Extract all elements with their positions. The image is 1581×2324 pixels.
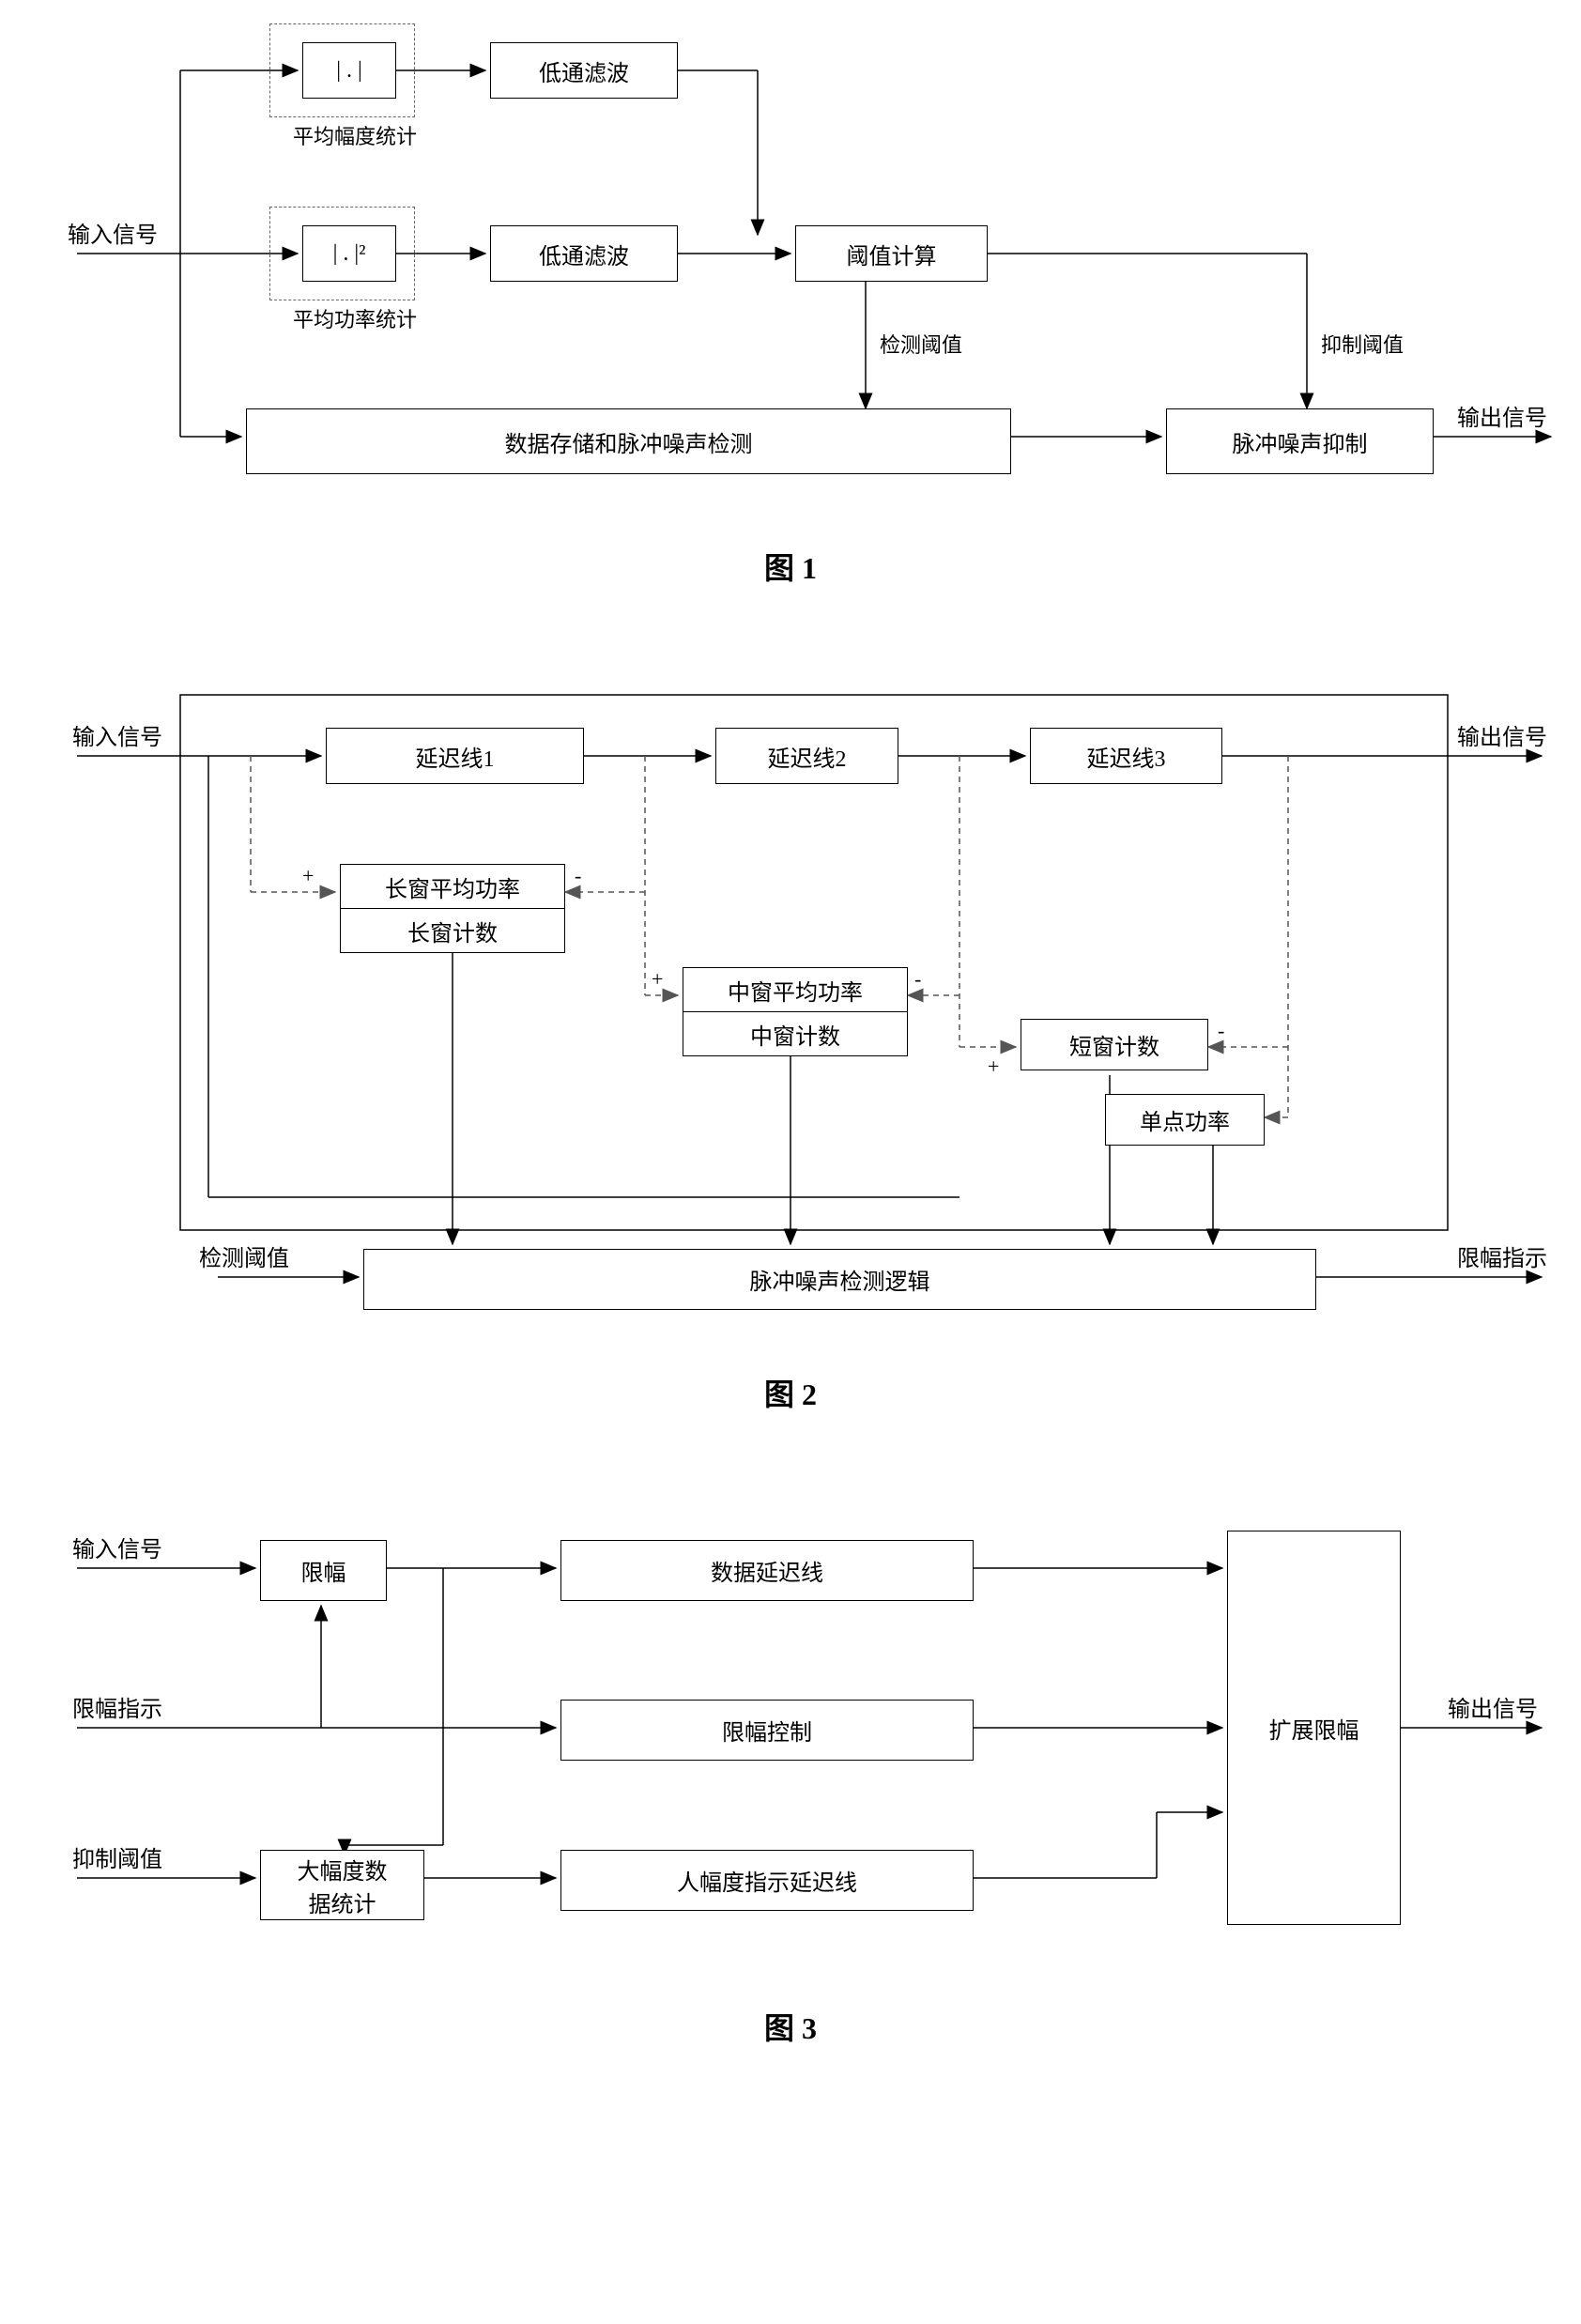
abs-caption: 平均幅度统计 <box>293 120 417 150</box>
detect-threshold-label: 检测阈值 <box>880 329 962 359</box>
suppress-threshold-label: 抑制阈值 <box>1321 329 1404 359</box>
lpf2-box: 低通滤波 <box>490 225 678 282</box>
fig3-caption: 图 3 <box>21 2005 1560 2048</box>
minus2: - <box>914 967 921 992</box>
single-power-box: 单点功率 <box>1105 1094 1265 1146</box>
figure-3: 输入信号 限幅 数据延迟线 限幅指示 限幅控制 抑制阈值 大幅度数 据统计 人幅… <box>21 1502 1560 2028</box>
large-amp-stat-box: 大幅度数 据统计 <box>260 1850 424 1920</box>
mid-avg: 中窗平均功率 <box>683 968 907 1012</box>
input-label: 输入信号 <box>68 216 158 249</box>
data-delay-box: 数据延迟线 <box>560 1540 974 1601</box>
amp-indicator-delay-box: 人幅度指示延迟线 <box>560 1850 974 1911</box>
limiter-box: 限幅 <box>260 1540 387 1601</box>
minus3: - <box>1218 1019 1224 1043</box>
delay3-box: 延迟线3 <box>1030 728 1222 784</box>
output-label: 输出信号 <box>1457 399 1547 432</box>
limit-control-box: 限幅控制 <box>560 1700 974 1761</box>
detect-logic-box: 脉冲噪声检测逻辑 <box>363 1249 1316 1310</box>
short-count-box: 短窗计数 <box>1021 1019 1208 1070</box>
fig2-input-label: 输入信号 <box>72 718 162 751</box>
plus2: + <box>652 967 663 992</box>
power-caption: 平均功率统计 <box>293 303 417 333</box>
data-store-box: 数据存储和脉冲噪声检测 <box>246 408 1011 474</box>
fig2-output-label: 输出信号 <box>1457 718 1547 751</box>
limit-indicator-label: 限幅指示 <box>72 1690 162 1723</box>
fig3-output: 输出信号 <box>1448 1690 1538 1723</box>
fig2-caption: 图 2 <box>21 1371 1560 1414</box>
abs-box: | . | <box>302 42 396 99</box>
mid-count: 中窗计数 <box>683 1012 907 1055</box>
long-avg: 长窗平均功率 <box>341 865 564 909</box>
threshold-calc-box: 阈值计算 <box>795 225 988 282</box>
figure-2: 输入信号 延迟线1 延迟线2 延迟线3 输出信号 长窗平均功率 长窗计数 + -… <box>21 676 1560 1390</box>
pulse-supp-box: 脉冲噪声抑制 <box>1166 408 1434 474</box>
suppress-threshold-label: 抑制阈值 <box>72 1840 162 1873</box>
long-count: 长窗计数 <box>341 909 564 952</box>
delay2-box: 延迟线2 <box>715 728 898 784</box>
fig1-caption: 图 1 <box>21 545 1560 588</box>
lpf1-box: 低通滤波 <box>490 42 678 99</box>
detect-threshold: 检测阈值 <box>199 1239 289 1272</box>
fig3-input: 输入信号 <box>72 1531 162 1563</box>
plus1: + <box>302 864 314 888</box>
mid-window-box: 中窗平均功率 中窗计数 <box>683 967 908 1056</box>
limit-indicator: 限幅指示 <box>1457 1239 1547 1272</box>
mag2-box: | . |² <box>302 225 396 282</box>
plus3: + <box>988 1054 999 1079</box>
ext-limit-box: 扩展限幅 <box>1227 1531 1401 1925</box>
minus1: - <box>575 864 581 888</box>
figure-1: 输入信号 | . | 平均幅度统计 低通滤波 | . |² 平均功率统计 低通滤… <box>21 19 1560 563</box>
long-window-box: 长窗平均功率 长窗计数 <box>340 864 565 953</box>
delay1-box: 延迟线1 <box>326 728 584 784</box>
